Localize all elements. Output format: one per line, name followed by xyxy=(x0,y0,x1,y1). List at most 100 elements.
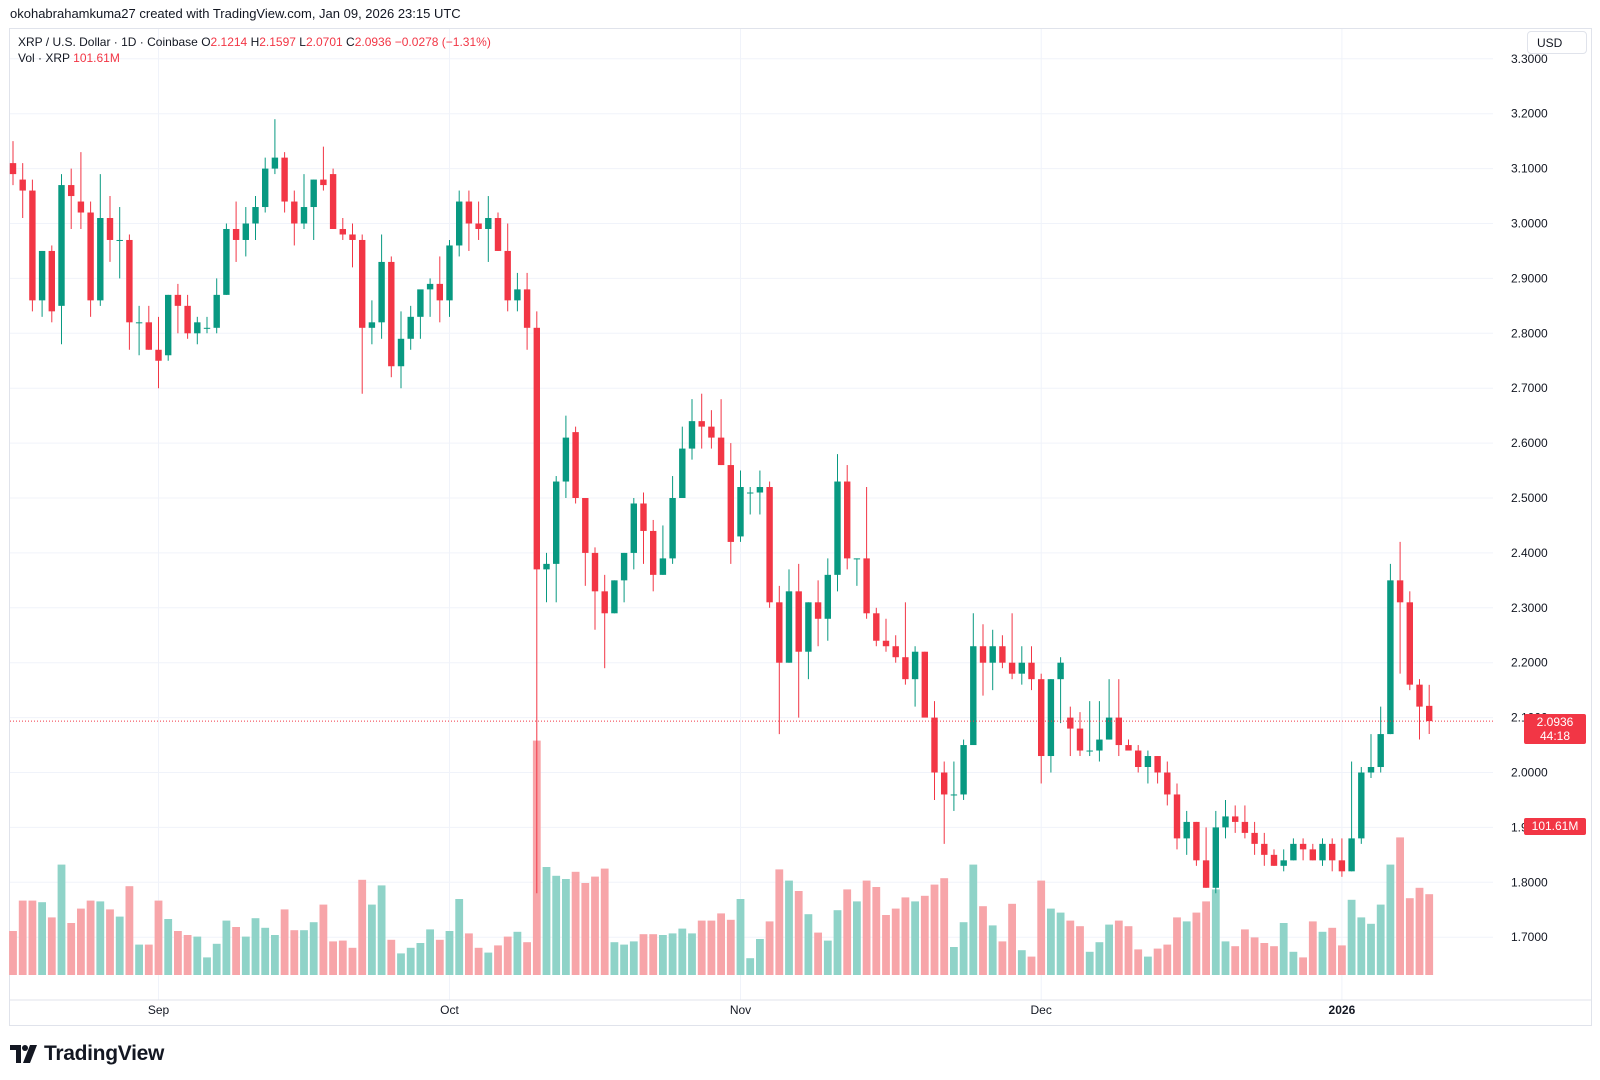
candle xyxy=(1367,734,1375,778)
candle-body xyxy=(1144,756,1152,768)
candle xyxy=(853,558,861,586)
volume-bar xyxy=(688,933,696,975)
volume-bar xyxy=(1192,912,1201,975)
candle xyxy=(271,119,279,175)
close-label: C xyxy=(346,35,355,49)
y-tick-label: 3.3000 xyxy=(1511,52,1548,66)
candle-body xyxy=(1416,684,1423,707)
candle xyxy=(1387,563,1394,735)
candle-body xyxy=(38,250,46,301)
candle xyxy=(310,179,317,240)
candle-body xyxy=(1319,843,1326,861)
volume-bar xyxy=(891,908,900,975)
candle xyxy=(436,256,443,323)
candle xyxy=(1212,810,1219,894)
candle-body xyxy=(1086,750,1093,752)
candle xyxy=(1222,799,1229,839)
volume-bar xyxy=(794,891,803,975)
candle xyxy=(514,272,521,312)
candle-body xyxy=(795,591,802,652)
candle-body xyxy=(29,190,36,301)
candle-body xyxy=(446,245,453,301)
bar-countdown: 44:18 xyxy=(1539,729,1571,744)
volume-bar xyxy=(814,932,822,975)
candle xyxy=(300,174,308,229)
tradingview-logo[interactable]: TradingView xyxy=(10,1040,164,1068)
volume-bar xyxy=(212,943,221,975)
candle-body xyxy=(300,207,308,224)
volume-bar xyxy=(377,885,386,975)
volume-bar xyxy=(756,939,764,975)
candle-body xyxy=(1232,816,1239,822)
candle-body xyxy=(737,487,744,537)
volume-bar xyxy=(1270,946,1278,975)
currency-button[interactable]: USD xyxy=(1527,31,1587,54)
volume-bar xyxy=(678,928,687,975)
candle xyxy=(106,196,114,262)
candle-body xyxy=(921,651,928,718)
volume-bar xyxy=(911,901,919,975)
volume-bar xyxy=(1241,929,1249,975)
candle xyxy=(349,223,356,268)
candle-body xyxy=(1183,821,1190,839)
candle-body xyxy=(1067,717,1074,729)
candle-body xyxy=(504,250,511,301)
volume-bar xyxy=(571,871,580,975)
symbol-label[interactable]: XRP / U.S. Dollar · 1D · Coinbase xyxy=(18,35,198,49)
volume-bar xyxy=(1338,945,1346,975)
candle-body xyxy=(814,602,822,619)
volume-bar xyxy=(183,935,192,975)
candle xyxy=(921,651,928,718)
candle-body xyxy=(1076,728,1084,751)
candle-body xyxy=(1164,772,1171,795)
candle xyxy=(1028,646,1035,691)
candle xyxy=(659,525,667,575)
volume-bars xyxy=(9,740,1434,975)
candle-body xyxy=(747,492,754,494)
volume-bar xyxy=(562,879,570,975)
candle-body xyxy=(1241,821,1249,833)
volume-bar xyxy=(1231,946,1240,975)
candle-body xyxy=(242,223,249,240)
candle-body xyxy=(252,207,259,224)
candle-body xyxy=(1028,662,1035,680)
volume-label[interactable]: Vol · XRP xyxy=(18,51,70,65)
candle-body xyxy=(834,481,841,575)
high-value: 2.1597 xyxy=(259,35,296,49)
volume-bar xyxy=(979,906,987,975)
volume-bar xyxy=(261,927,270,975)
volume-bar xyxy=(1173,917,1181,975)
candle-body xyxy=(475,223,482,229)
candle xyxy=(1329,838,1336,872)
candle-body xyxy=(1018,662,1025,674)
y-tick-label: 3.0000 xyxy=(1511,217,1548,231)
candle xyxy=(1232,805,1239,833)
y-axis: 1.70001.80001.90002.00002.10002.20002.30… xyxy=(1511,52,1548,944)
candle xyxy=(679,426,686,498)
candle xyxy=(1319,838,1326,866)
candle-body xyxy=(1261,843,1268,855)
candle xyxy=(844,465,851,570)
volume-bar xyxy=(18,900,27,975)
volume-bar xyxy=(271,935,279,975)
candle-body xyxy=(863,558,870,614)
candle-body xyxy=(611,580,618,614)
volume-bar xyxy=(1144,956,1152,975)
candle-body xyxy=(174,294,182,306)
candle xyxy=(1096,701,1103,762)
candle xyxy=(1406,591,1413,691)
candle-body xyxy=(1193,821,1200,861)
candle-body xyxy=(650,530,657,575)
tradingview-logo-text: TradingView xyxy=(44,1042,165,1065)
candle xyxy=(87,201,94,317)
candle-body xyxy=(533,327,540,570)
candle xyxy=(320,146,327,191)
candle-body xyxy=(776,602,783,663)
open-value: 2.1214 xyxy=(210,35,248,49)
candle xyxy=(68,168,75,229)
candle xyxy=(1018,646,1025,685)
candle xyxy=(1358,767,1365,844)
y-tick-label: 2.7000 xyxy=(1511,381,1548,395)
volume-bar xyxy=(940,878,949,975)
